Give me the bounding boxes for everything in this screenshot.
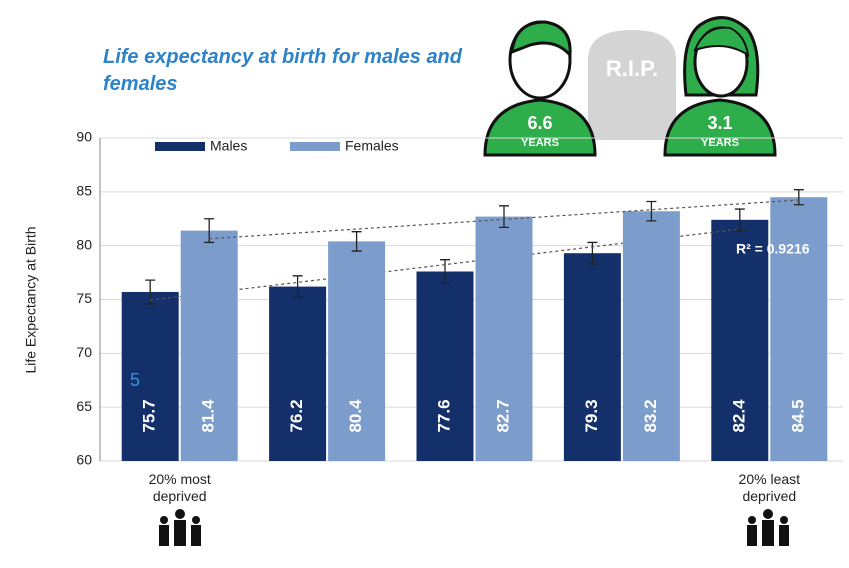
female-icon: [663, 16, 777, 157]
male-unit: YEARS: [521, 137, 559, 149]
male-gap: 6.6: [527, 113, 552, 133]
legend-label: Males: [210, 138, 247, 154]
value-label: 81.4: [199, 399, 218, 433]
value-label: 84.5: [788, 399, 807, 432]
people-icon: [159, 509, 789, 546]
error-bar: [499, 205, 509, 229]
tombstone: [588, 30, 676, 140]
value-label: 77.6: [434, 399, 453, 432]
error-bar: [646, 200, 657, 222]
error-bar: [440, 259, 450, 284]
bar: [180, 230, 238, 461]
y-tick-label: 60: [76, 452, 92, 468]
value-label: 76.2: [287, 399, 306, 432]
y-axis-label: Life Expectancy at Birth: [23, 226, 39, 373]
legend-swatch: [155, 142, 205, 151]
bar: [770, 197, 828, 461]
value-label: 79.3: [582, 399, 601, 432]
bar: [328, 241, 386, 461]
legend-swatch: [290, 142, 340, 151]
bar: [711, 219, 769, 461]
value-label: 82.4: [729, 399, 748, 433]
error-bar: [587, 241, 598, 265]
y-tick-label: 70: [76, 344, 92, 360]
male-icon: [483, 20, 597, 157]
slide-number: 5: [130, 370, 140, 390]
error-bar: [292, 275, 303, 298]
y-tick-label: 90: [76, 129, 92, 145]
bar: [622, 211, 680, 461]
error-bar: [351, 231, 362, 252]
value-label: 80.4: [346, 399, 365, 433]
bar: [475, 216, 533, 461]
error-bar: [793, 189, 804, 206]
value-label: 83.2: [641, 399, 660, 432]
bar: [269, 286, 327, 461]
chart-title: Life expectancy at birth for males and f…: [103, 46, 462, 95]
y-tick-label: 75: [76, 290, 92, 306]
x-tick-label: 20% least deprived: [738, 471, 801, 504]
tombstone-text: R.I.P.: [606, 56, 658, 81]
r-squared: R² = 0.9216: [736, 241, 810, 257]
bar: [416, 271, 474, 461]
bar: [121, 291, 179, 461]
error-bar: [734, 208, 745, 232]
value-label: 82.7: [493, 399, 512, 432]
female-unit: YEARS: [701, 137, 739, 149]
y-tick-label: 85: [76, 183, 92, 199]
bar: [563, 253, 621, 461]
y-tick-label: 80: [76, 236, 92, 252]
trendline: [209, 199, 799, 240]
female-gap: 3.1: [707, 113, 732, 133]
x-tick-label: 20% most deprived: [148, 471, 211, 504]
value-label: 75.7: [140, 399, 159, 432]
y-tick-label: 65: [76, 398, 92, 414]
legend-label: Females: [345, 138, 399, 154]
